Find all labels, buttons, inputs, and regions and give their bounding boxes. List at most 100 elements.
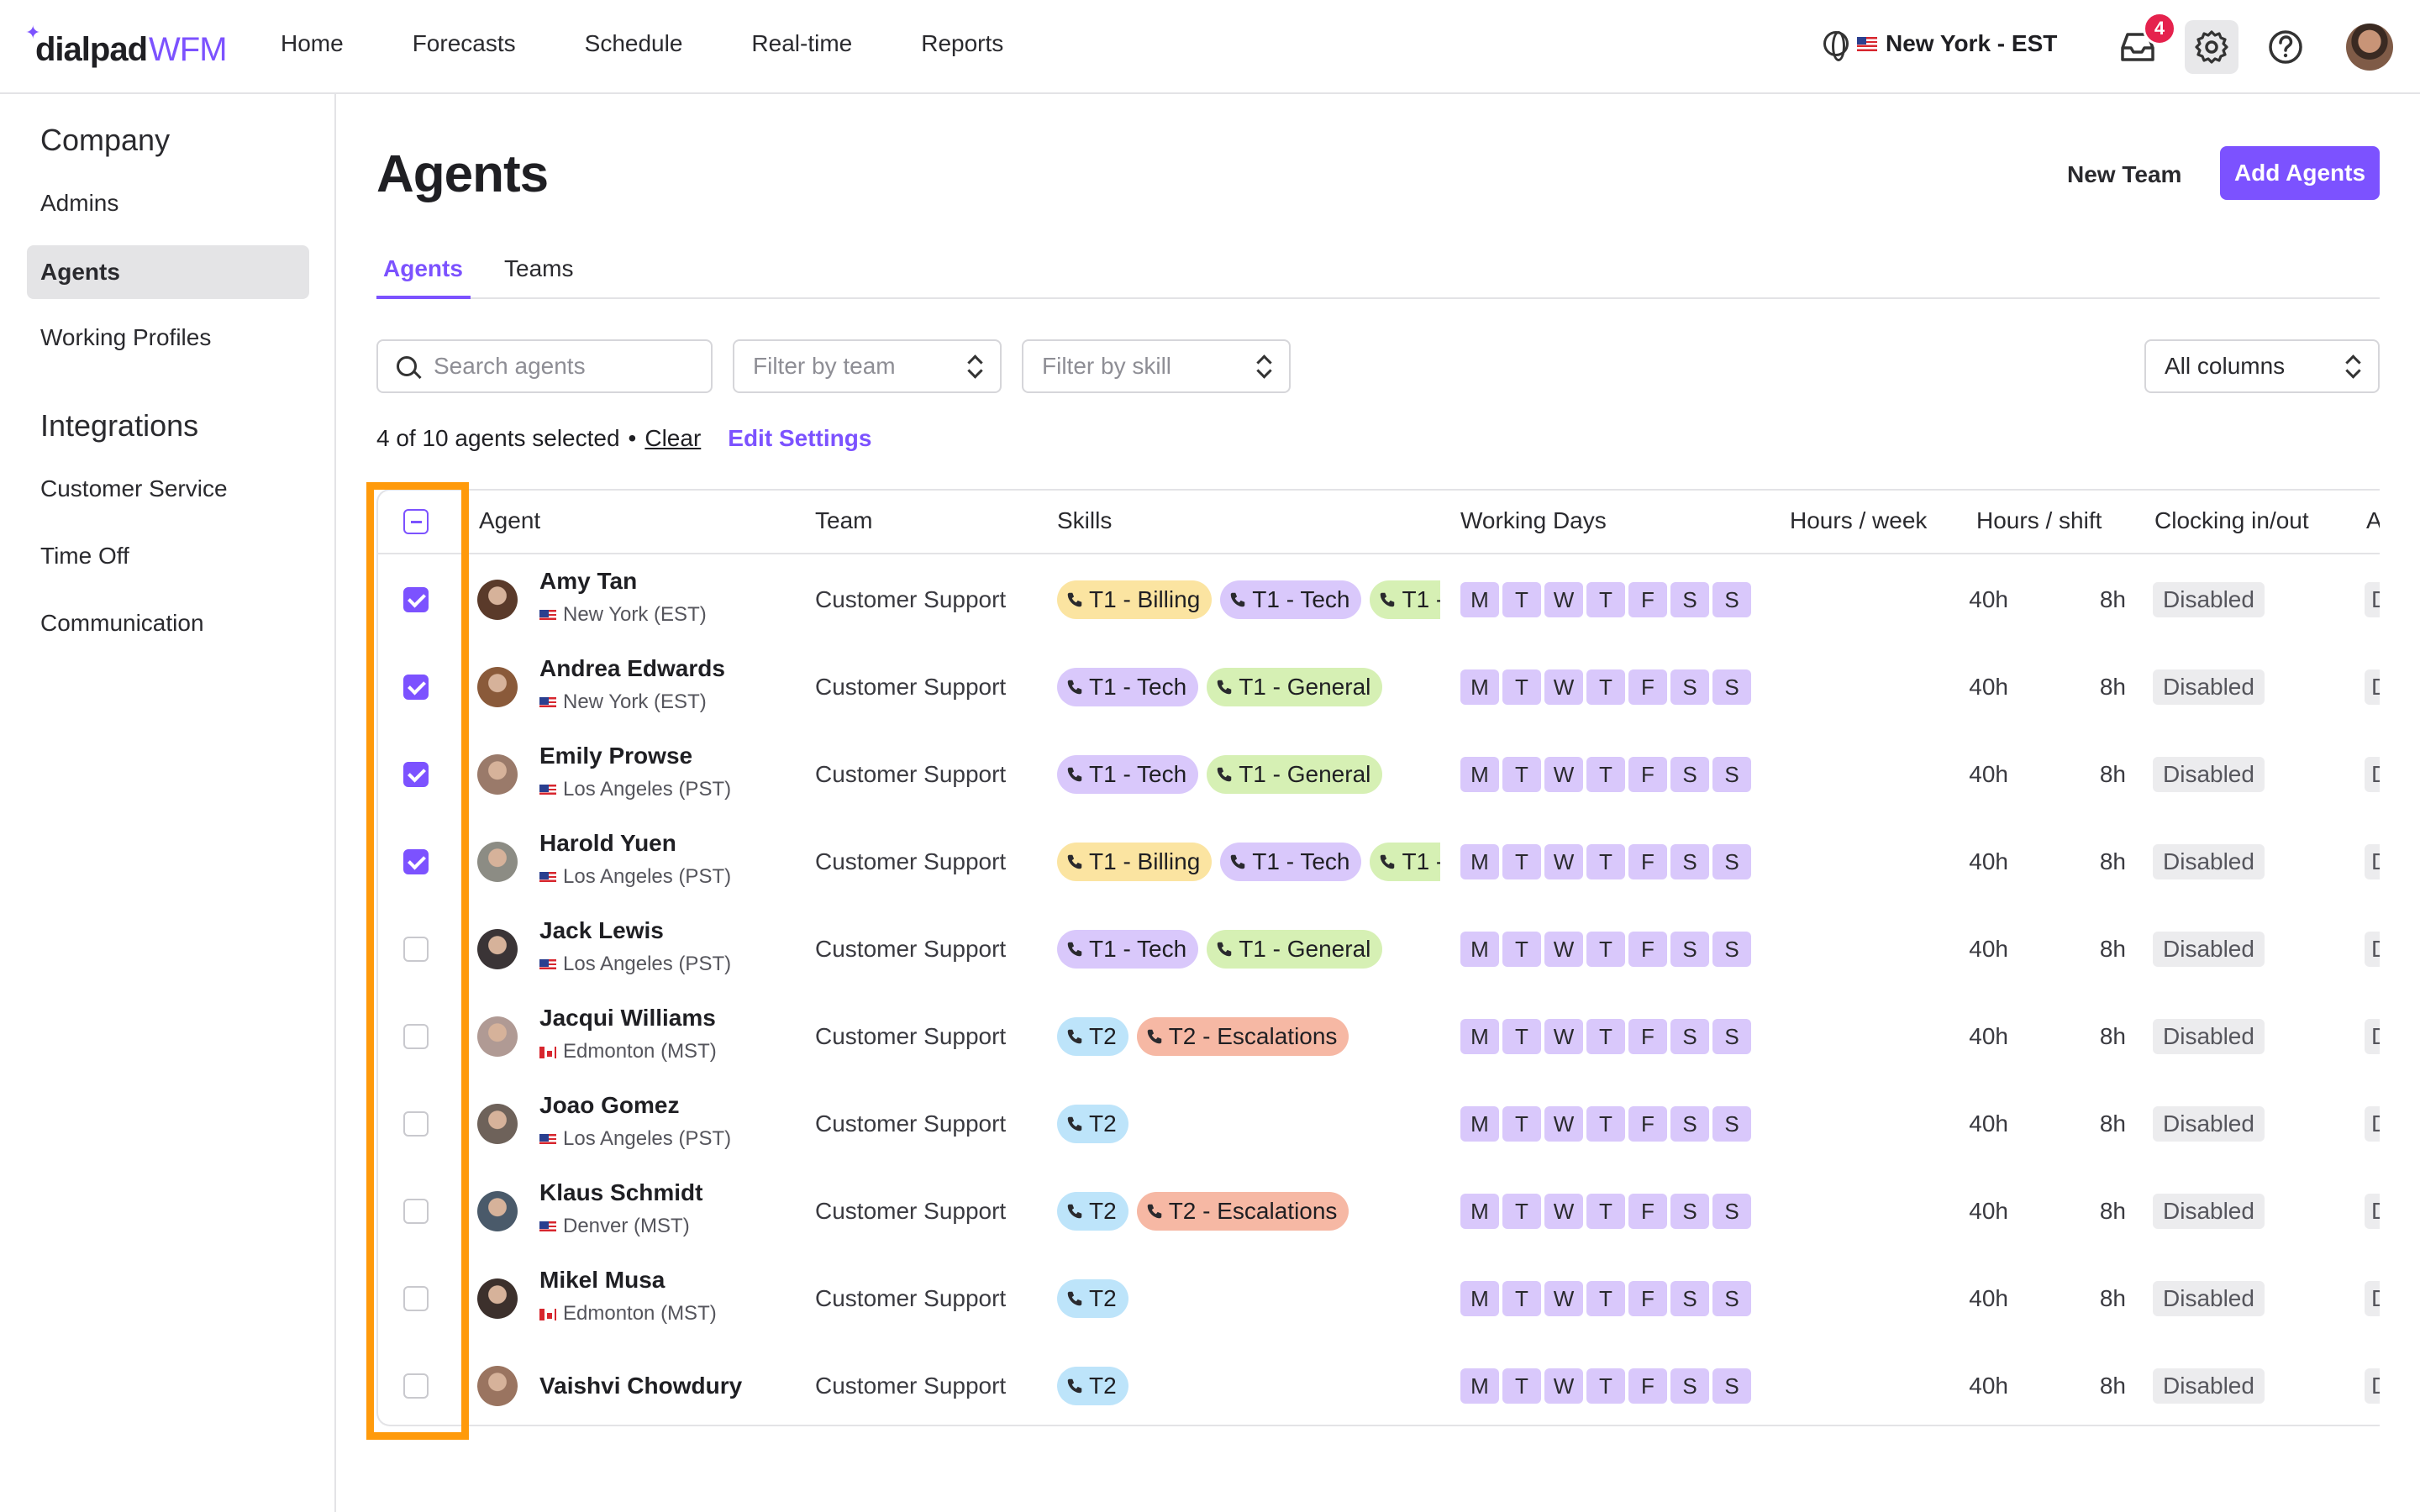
working-day-chip[interactable]: T (1586, 1106, 1625, 1142)
working-day-chip[interactable]: S (1670, 757, 1709, 792)
header-agent[interactable]: Agent (479, 507, 541, 533)
agent-name[interactable]: Vaishvi Chowdury (539, 1373, 743, 1399)
skill-pill[interactable]: T1 - Tech (1057, 668, 1199, 706)
header-working-days[interactable]: Working Days (1460, 507, 1607, 533)
row-checkbox[interactable] (403, 587, 429, 612)
nav-real-time[interactable]: Real-time (751, 30, 853, 56)
working-day-chip[interactable]: F (1628, 582, 1667, 617)
select-all-checkbox[interactable] (403, 509, 429, 534)
working-day-chip[interactable]: S (1670, 844, 1709, 879)
header-hours-shift[interactable]: Hours / shift (1976, 507, 2102, 533)
skill-pill[interactable]: T1 - Billing (1057, 843, 1213, 881)
working-day-chip[interactable]: F (1628, 1281, 1667, 1316)
working-day-chip[interactable]: W (1544, 582, 1583, 617)
working-day-chip[interactable]: T (1502, 669, 1541, 705)
skill-pill[interactable]: T2 (1057, 1367, 1128, 1405)
header-skills[interactable]: Skills (1057, 507, 1113, 533)
nav-home[interactable]: Home (281, 30, 344, 56)
working-day-chip[interactable]: F (1628, 1194, 1667, 1229)
skill-pill[interactable]: T1 - General (1207, 755, 1383, 794)
table-row[interactable]: Vaishvi Chowdury Customer Support T2 M T W T F S… (378, 1342, 2380, 1425)
agent-name[interactable]: Klaus Schmidt (539, 1179, 703, 1205)
working-day-chip[interactable]: M (1460, 1368, 1499, 1404)
working-day-chip[interactable]: T (1586, 1019, 1625, 1054)
working-day-chip[interactable]: T (1586, 1281, 1625, 1316)
skill-pill[interactable]: T1 - General (1207, 930, 1383, 969)
skill-pill[interactable]: T1 - Tech (1220, 580, 1362, 619)
sidebar-item-admins[interactable]: Admins (40, 190, 119, 216)
agent-name[interactable]: Amy Tan (539, 568, 638, 594)
sidebar-item-customer-service[interactable]: Customer Service (40, 475, 228, 501)
working-day-chip[interactable]: F (1628, 757, 1667, 792)
header-truncated[interactable]: A (2366, 507, 2380, 534)
agent-name[interactable]: Jacqui Williams (539, 1005, 716, 1031)
working-day-chip[interactable]: T (1502, 582, 1541, 617)
row-checkbox[interactable] (403, 1199, 429, 1224)
working-day-chip[interactable]: S (1712, 1281, 1751, 1316)
skill-pill[interactable]: T1 - General (1370, 843, 1440, 881)
sidebar-item-working-profiles[interactable]: Working Profiles (40, 324, 212, 350)
working-day-chip[interactable]: S (1670, 1194, 1709, 1229)
agent-name[interactable]: Mikel Musa (539, 1267, 666, 1293)
row-checkbox[interactable] (403, 1111, 429, 1137)
working-day-chip[interactable]: M (1460, 1106, 1499, 1142)
agent-name[interactable]: Joao Gomez (539, 1092, 680, 1118)
working-day-chip[interactable]: T (1586, 757, 1625, 792)
row-checkbox[interactable] (403, 849, 429, 874)
table-row[interactable]: Joao Gomez Los Angeles (PST) Customer Supp… (378, 1080, 2380, 1168)
working-day-chip[interactable]: F (1628, 1368, 1667, 1404)
row-checkbox[interactable] (403, 1024, 429, 1049)
nav-reports[interactable]: Reports (921, 30, 1004, 56)
dialpad-wfm-logo[interactable]: ✦ dialpad WFM (25, 22, 228, 69)
table-row[interactable]: Emily Prowse Los Angeles (PST) Customer Su… (378, 731, 2380, 818)
working-day-chip[interactable]: W (1544, 1368, 1583, 1404)
working-day-chip[interactable]: W (1544, 669, 1583, 705)
row-checkbox[interactable] (403, 1286, 429, 1311)
working-day-chip[interactable]: S (1670, 1281, 1709, 1316)
tab-teams[interactable]: Teams (504, 255, 574, 281)
working-day-chip[interactable]: T (1502, 1368, 1541, 1404)
working-day-chip[interactable]: T (1586, 932, 1625, 967)
skill-pill[interactable]: T1 - Tech (1057, 755, 1199, 794)
working-day-chip[interactable]: T (1586, 844, 1625, 879)
working-day-chip[interactable]: S (1670, 1019, 1709, 1054)
search-input[interactable]: Search agents (376, 339, 713, 393)
nav-schedule[interactable]: Schedule (584, 30, 683, 56)
agent-name[interactable]: Harold Yuen (539, 830, 676, 856)
working-day-chip[interactable]: T (1502, 1019, 1541, 1054)
skill-pill[interactable]: T2 - Escalations (1136, 1017, 1349, 1056)
tab-agents[interactable]: Agents (383, 255, 463, 281)
inbox-button[interactable] (2111, 20, 2165, 74)
working-day-chip[interactable]: S (1670, 582, 1709, 617)
working-day-chip[interactable]: S (1670, 1106, 1709, 1142)
agent-name[interactable]: Emily Prowse (539, 743, 693, 769)
working-day-chip[interactable]: F (1628, 669, 1667, 705)
table-row[interactable]: Harold Yuen Los Angeles (PST) Customer Sup… (378, 818, 2380, 906)
skill-pill[interactable]: T1 - Billing (1057, 580, 1213, 619)
working-day-chip[interactable]: W (1544, 844, 1583, 879)
working-day-chip[interactable]: M (1460, 582, 1499, 617)
sidebar-item-agents[interactable]: Agents (27, 245, 309, 299)
working-day-chip[interactable]: W (1544, 1281, 1583, 1316)
timezone-selector[interactable]: New York - EST (1823, 30, 2057, 61)
working-day-chip[interactable]: T (1502, 932, 1541, 967)
working-day-chip[interactable]: T (1502, 1281, 1541, 1316)
skill-pill[interactable]: T2 (1057, 1105, 1128, 1143)
working-day-chip[interactable]: T (1586, 1368, 1625, 1404)
table-row[interactable]: Jack Lewis Los Angeles (PST) Customer Supp… (378, 906, 2380, 993)
skill-pill[interactable]: T2 (1057, 1192, 1128, 1231)
working-day-chip[interactable]: W (1544, 1106, 1583, 1142)
row-checkbox[interactable] (403, 937, 429, 962)
working-day-chip[interactable]: S (1712, 1106, 1751, 1142)
user-avatar[interactable] (2346, 24, 2393, 71)
help-button[interactable] (2259, 20, 2312, 74)
working-day-chip[interactable]: M (1460, 844, 1499, 879)
skill-pill[interactable]: T1 - General (1207, 668, 1383, 706)
working-day-chip[interactable]: T (1586, 669, 1625, 705)
skill-pill[interactable]: T2 (1057, 1017, 1128, 1056)
team-filter-select[interactable]: Filter by team (733, 339, 1002, 393)
working-day-chip[interactable]: F (1628, 844, 1667, 879)
working-day-chip[interactable]: S (1712, 932, 1751, 967)
working-day-chip[interactable]: S (1712, 1368, 1751, 1404)
working-day-chip[interactable]: S (1670, 669, 1709, 705)
